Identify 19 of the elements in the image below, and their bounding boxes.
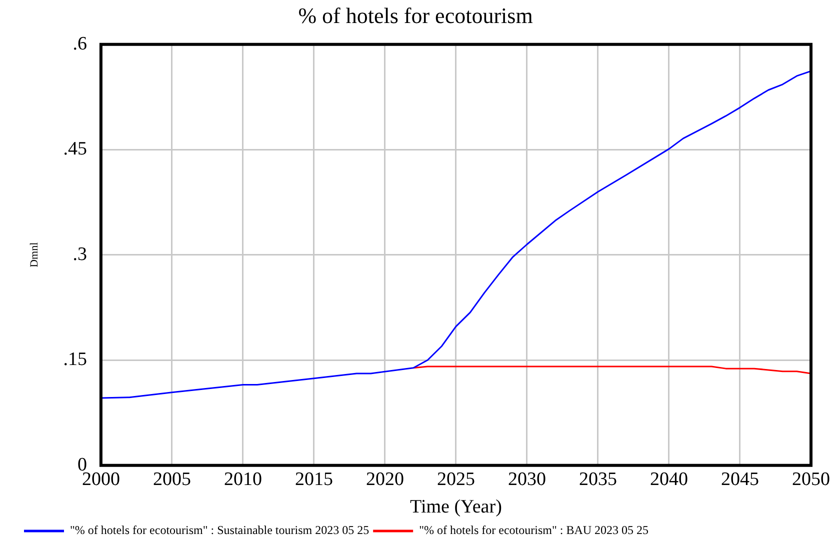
chart-title: % of hotels for ecotourism [298, 2, 533, 28]
x-tick-label: 2015 [294, 468, 333, 490]
x-tick-label: 2035 [578, 468, 617, 490]
x-tick-label: 2030 [508, 468, 546, 490]
x-tick-label: 2020 [366, 468, 404, 490]
y-tick-label: .6 [72, 33, 87, 54]
y-tick-label: .45 [63, 138, 87, 160]
x-tick-label: 2010 [224, 468, 262, 490]
legend-label: "% of hotels for ecotourism" : Sustainable tourism 2023 05 25 [70, 523, 370, 538]
x-axis-title: Time (Year) [410, 496, 502, 518]
y-tick-label: .3 [72, 244, 87, 265]
x-tick-label: 2005 [152, 468, 191, 490]
x-tick-label: 2025 [436, 468, 475, 490]
legend-label: "% of hotels for ecotourism" : BAU 2023 05 25 [419, 523, 649, 538]
x-tick-label: 2040 [650, 468, 688, 490]
x-tick-label: 2045 [720, 468, 759, 490]
y-axis-title: Dmnl [28, 242, 40, 268]
y-tick-label: .15 [63, 349, 87, 370]
x-tick-label: 2050 [792, 468, 830, 490]
